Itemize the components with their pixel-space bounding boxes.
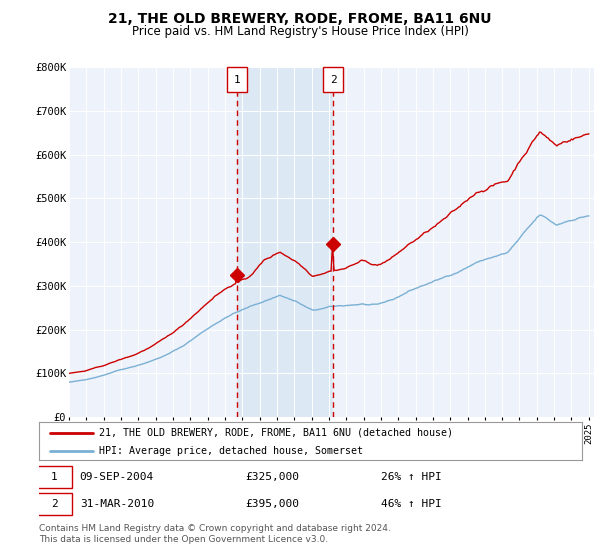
Text: HPI: Average price, detached house, Somerset: HPI: Average price, detached house, Some… [99, 446, 363, 456]
Text: 26% ↑ HPI: 26% ↑ HPI [381, 472, 442, 482]
Bar [237, 67, 333, 417]
Text: 2: 2 [330, 74, 337, 85]
Text: 31-MAR-2010: 31-MAR-2010 [80, 500, 154, 509]
Text: 09-SEP-2004: 09-SEP-2004 [80, 472, 154, 482]
Text: £395,000: £395,000 [245, 500, 299, 509]
Text: This data is licensed under the Open Government Licence v3.0.: This data is licensed under the Open Gov… [39, 535, 328, 544]
Text: 21, THE OLD BREWERY, RODE, FROME, BA11 6NU: 21, THE OLD BREWERY, RODE, FROME, BA11 6… [108, 12, 492, 26]
Text: Price paid vs. HM Land Registry's House Price Index (HPI): Price paid vs. HM Land Registry's House … [131, 25, 469, 38]
FancyBboxPatch shape [37, 493, 72, 515]
Text: £325,000: £325,000 [245, 472, 299, 482]
Text: 21, THE OLD BREWERY, RODE, FROME, BA11 6NU (detached house): 21, THE OLD BREWERY, RODE, FROME, BA11 6… [99, 428, 453, 438]
Text: 46% ↑ HPI: 46% ↑ HPI [381, 500, 442, 509]
Text: Contains HM Land Registry data © Crown copyright and database right 2024.: Contains HM Land Registry data © Crown c… [39, 524, 391, 533]
Text: 2: 2 [51, 500, 58, 509]
FancyBboxPatch shape [37, 466, 72, 488]
Text: 1: 1 [51, 472, 58, 482]
Text: 1: 1 [233, 74, 240, 85]
